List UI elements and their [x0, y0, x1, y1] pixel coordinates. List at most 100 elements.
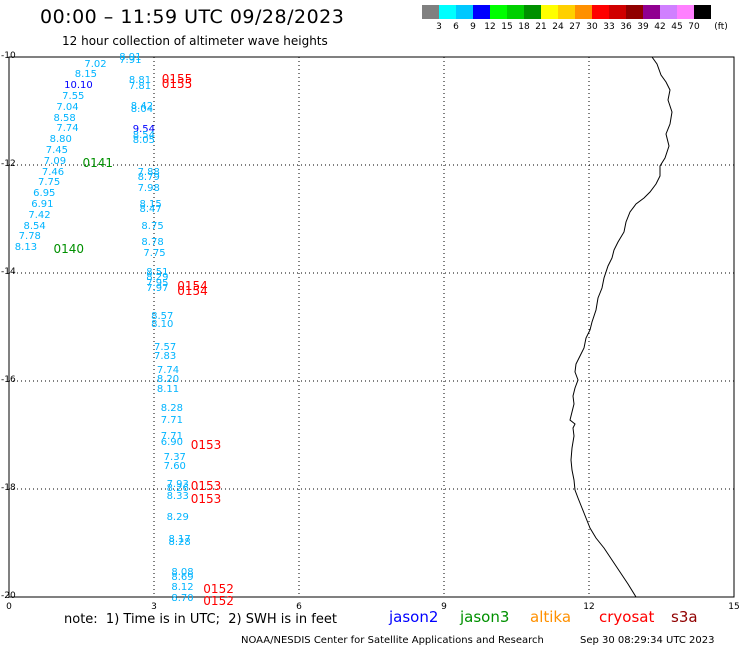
legend-tick-label: 39	[637, 22, 649, 32]
wave-height-value: 7.91	[119, 54, 142, 66]
wave-height-value: 8.75	[141, 220, 164, 232]
wave-height-value: 7.45	[45, 144, 68, 156]
wave-height-value: 8.28	[168, 537, 191, 548]
legend-swatch	[694, 5, 711, 19]
pass-time-label: 0153	[190, 491, 222, 506]
legend-swatch	[490, 5, 507, 19]
pass-time-label: 0140	[53, 242, 84, 257]
legend-swatch	[422, 5, 439, 19]
wave-height-value: 8.58	[53, 112, 76, 124]
wave-height-value: 8.80	[49, 134, 72, 146]
satellite-legend-jason2: jason2	[389, 608, 439, 626]
x-tick-label: 15	[728, 602, 740, 612]
wave-height-value: 8.54	[132, 129, 155, 141]
legend-tick-label: 3	[436, 22, 442, 32]
legend-swatch	[439, 5, 456, 19]
grid-lines	[9, 57, 734, 597]
wave-height-value: 8.26	[166, 483, 189, 494]
wave-height-value: 8.91	[119, 52, 142, 64]
wave-height-value: 8.15	[74, 69, 97, 81]
wave-height-value: 8.05	[132, 135, 155, 147]
legend-tick-label: 12	[484, 22, 496, 32]
wave-height-value: 8.04	[130, 103, 154, 115]
wave-height-value: 8.51	[146, 267, 169, 278]
pass-time-label: 0141	[82, 155, 113, 170]
map-frame	[8, 56, 735, 598]
wave-height-value: 8.70	[171, 593, 194, 605]
x-tick-label: 3	[151, 602, 157, 612]
legend-swatch	[558, 5, 575, 19]
legend-tick-label: 70	[688, 22, 700, 32]
wave-height-value: 7.81	[128, 81, 152, 93]
legend-tick-label: 30	[586, 22, 598, 32]
wave-height-value: 7.78	[18, 231, 41, 243]
legend-swatch	[592, 5, 609, 19]
legend-swatch	[609, 5, 626, 19]
generated-timestamp: Sep 30 08:29:34 UTC 2023	[580, 635, 715, 646]
color-scale-legend	[422, 5, 711, 19]
legend-swatch	[541, 5, 558, 19]
legend-tick-label: 42	[654, 22, 666, 32]
pass-time-label: 0152	[203, 582, 234, 597]
pass-time-label: 0154	[177, 284, 208, 299]
wave-height-value: 8.13	[14, 242, 38, 254]
pass-time-label: 0152	[203, 594, 234, 609]
wave-height-value: 8.54	[23, 220, 46, 232]
wave-height-value: 7.09	[43, 155, 67, 167]
legend-swatch	[456, 5, 473, 19]
pass-time-label: 0155	[161, 77, 193, 91]
legend-tick-label: 45	[671, 22, 683, 32]
legend-swatch	[575, 5, 592, 19]
wave-height-value: 7.97	[146, 283, 169, 295]
x-tick-label: 6	[296, 602, 302, 612]
wave-height-value: 7.75	[143, 247, 166, 259]
legend-tick-label: 21	[535, 22, 547, 32]
wave-height-value: 8.08	[171, 567, 194, 579]
legend-tick-label: 24	[552, 22, 564, 32]
legend-swatch	[473, 5, 490, 19]
wave-height-value: 7.95	[146, 277, 169, 289]
satellite-legend-jason3: jason3	[460, 608, 510, 626]
wave-height-value: 6.91	[31, 198, 54, 210]
pass-time-label: 0153	[190, 478, 222, 493]
wave-height-value: 9.54	[132, 124, 155, 136]
wave-height-value: 7.98	[137, 182, 160, 194]
wave-height-value: 8.17	[168, 533, 191, 545]
wave-height-value: 7.46	[41, 166, 65, 178]
legend-tick-label: 18	[518, 22, 530, 32]
legend-unit: (ft)	[714, 22, 728, 32]
wave-height-value: 7.71	[160, 431, 184, 443]
legend-tick-label: 36	[620, 22, 632, 32]
wave-height-value: 8.28	[160, 403, 184, 415]
legend-tick-label: 33	[603, 22, 615, 32]
wave-height-value: 8.29	[166, 512, 189, 524]
wave-height-value: 7.75	[38, 177, 61, 189]
wave-height-value: 7.42	[28, 209, 51, 221]
wave-height-value: 8.78	[141, 236, 164, 248]
legend-swatch	[626, 5, 643, 19]
wave-height-value: 6.95	[33, 188, 56, 200]
wave-height-value: 7.60	[163, 461, 186, 473]
wave-height-value: 8.29	[146, 272, 169, 284]
satellite-legend-cryosat: cryosat	[599, 608, 655, 626]
wave-height-value: 7.02	[84, 58, 107, 70]
wave-height-value: 8.79	[137, 171, 160, 183]
legend-tick-label: 27	[569, 22, 581, 32]
wave-height-value: 8.42	[130, 100, 154, 112]
wave-height-value: 7.74	[56, 123, 79, 135]
wave-height-value: 8.33	[166, 490, 189, 502]
wave-height-value: 8.69	[171, 571, 194, 583]
x-tick-label: 12	[583, 602, 595, 612]
wave-height-value: 8.11	[156, 383, 180, 395]
pass-time-label: 0155	[161, 71, 193, 86]
wave-height-value: 7.83	[154, 351, 177, 363]
wave-height-value: 7.57	[154, 341, 177, 353]
legend-swatch	[677, 5, 694, 19]
page-title: 00:00 – 11:59 UTC 09/28/2023	[40, 6, 345, 28]
x-tick-label: 9	[441, 602, 447, 612]
legend-swatch	[507, 5, 524, 19]
wave-height-value: 8.81	[128, 74, 152, 86]
y-tick-label: -10	[1, 51, 16, 61]
coastline	[569, 56, 673, 598]
